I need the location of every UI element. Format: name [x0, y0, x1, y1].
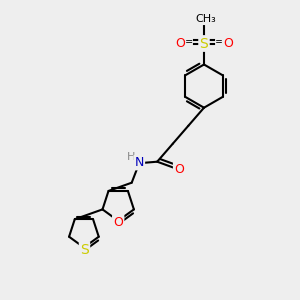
Text: O: O — [113, 216, 123, 229]
Text: S: S — [200, 37, 208, 50]
Text: N: N — [134, 156, 144, 169]
Text: O: O — [174, 163, 184, 176]
Text: O: O — [175, 37, 185, 50]
Text: =: = — [184, 37, 193, 47]
Text: H: H — [127, 152, 135, 162]
Text: O: O — [223, 37, 233, 50]
Text: S: S — [80, 243, 89, 257]
Text: CH₃: CH₃ — [195, 14, 216, 25]
Text: =: = — [215, 37, 224, 47]
